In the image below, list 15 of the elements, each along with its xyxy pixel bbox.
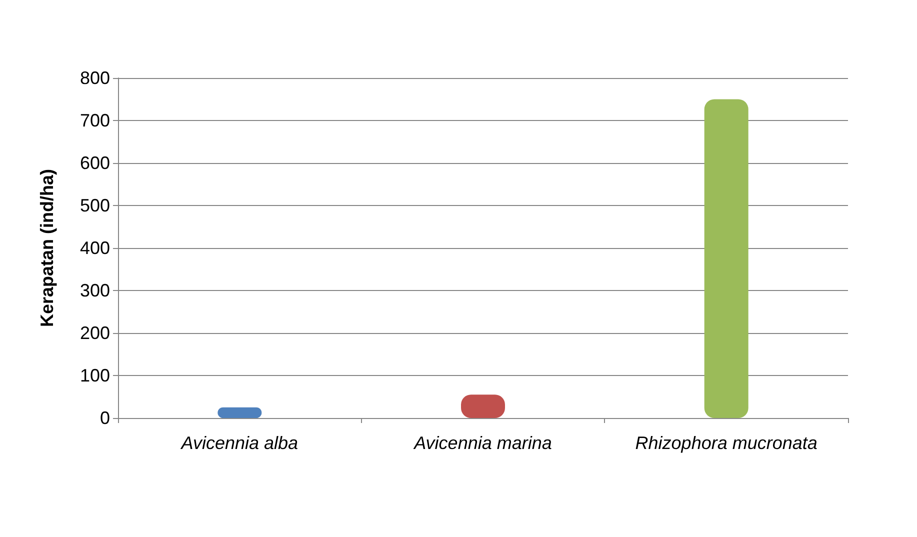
y-tick-label: 500 <box>80 196 110 216</box>
y-tick-label: 100 <box>80 366 110 386</box>
x-tick-label: Avicennia marina <box>413 433 552 453</box>
y-tick-label: 0 <box>100 408 110 428</box>
y-tick-label: 400 <box>80 238 110 258</box>
bar <box>704 99 748 418</box>
y-tick-label: 300 <box>80 280 110 300</box>
x-tick-label: Rhizophora mucronata <box>635 433 818 453</box>
y-tick-label: 800 <box>80 68 110 88</box>
y-axis-title: Kerapatan (ind/ha) <box>37 168 57 328</box>
y-tick-label: 200 <box>80 323 110 343</box>
bar <box>218 407 262 418</box>
y-tick-label: 700 <box>80 110 110 130</box>
x-tick-label: Avicennia alba <box>180 433 298 453</box>
y-tick-label: 600 <box>80 153 110 173</box>
